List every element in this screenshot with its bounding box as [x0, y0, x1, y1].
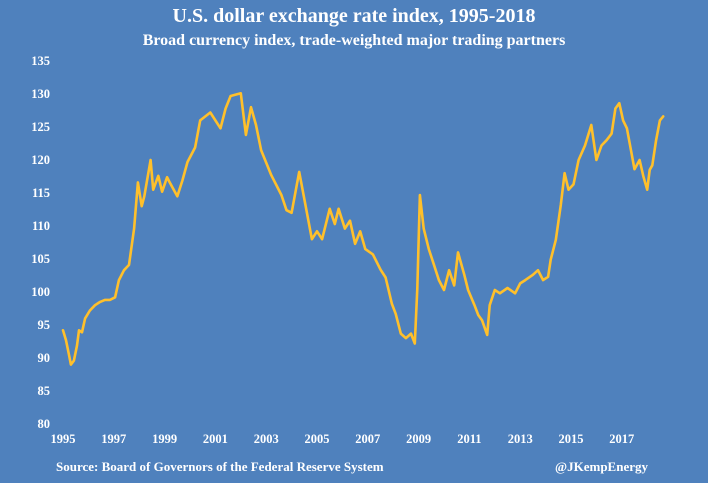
x-tick-label: 1999	[152, 432, 177, 446]
y-axis-ticks: 80 85 90 95 100 105 110 115 120 125 130 135	[31, 54, 50, 431]
y-tick-label: 95	[38, 318, 51, 332]
x-tick-label: 1997	[101, 432, 126, 446]
y-tick-label: 100	[31, 285, 50, 299]
y-tick-label: 120	[31, 153, 50, 167]
series-line	[61, 92, 665, 366]
chart-title: U.S. dollar exchange rate index, 1995-20…	[172, 5, 536, 27]
y-tick-label: 85	[38, 384, 51, 398]
x-axis-ticks: 1995 1997 1999 2001 2003 2005 2007 2009 2011 2013…	[51, 432, 635, 446]
author-handle: @JKempEnergy	[555, 459, 648, 474]
y-tick-label: 130	[31, 87, 50, 101]
x-tick-label: 2007	[355, 432, 380, 446]
x-tick-label: 2001	[203, 432, 228, 446]
y-tick-label: 105	[31, 252, 50, 266]
x-tick-label: 2011	[457, 432, 481, 446]
x-tick-label: 2017	[609, 432, 634, 446]
x-tick-label: 2005	[305, 432, 330, 446]
series-lines	[61, 92, 665, 366]
x-tick-label: 2013	[508, 432, 533, 446]
y-tick-label: 110	[32, 219, 50, 233]
y-tick-label: 115	[32, 186, 50, 200]
x-tick-label: 2015	[559, 432, 584, 446]
y-tick-label: 90	[38, 351, 51, 365]
source-note: Source: Board of Governors of the Federa…	[56, 459, 384, 474]
y-tick-label: 135	[31, 54, 50, 68]
x-tick-label: 1995	[51, 432, 76, 446]
y-tick-label: 125	[31, 120, 50, 134]
y-tick-label: 80	[38, 417, 51, 431]
chart-subtitle: Broad currency index, trade-weighted maj…	[142, 32, 566, 49]
x-tick-label: 2009	[406, 432, 431, 446]
x-tick-label: 2003	[254, 432, 279, 446]
